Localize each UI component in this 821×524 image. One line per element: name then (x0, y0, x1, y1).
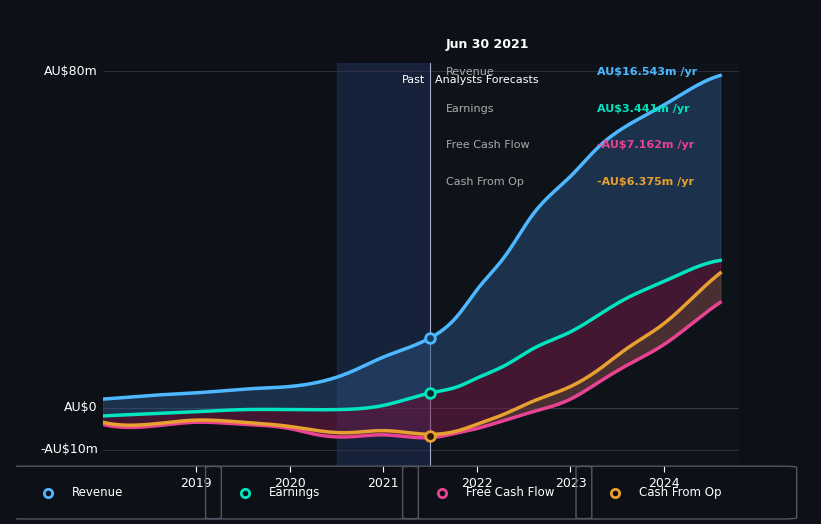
Text: AU$0: AU$0 (64, 401, 98, 414)
Text: Revenue: Revenue (71, 486, 123, 499)
Text: Cash From Op: Cash From Op (639, 486, 722, 499)
Text: AU$3.441m /yr: AU$3.441m /yr (597, 104, 690, 114)
Bar (430, 63, 739, 466)
Bar (337, 63, 430, 466)
Text: Free Cash Flow: Free Cash Flow (446, 140, 530, 150)
Text: AU$80m: AU$80m (44, 65, 98, 78)
Text: Cash From Op: Cash From Op (446, 177, 524, 187)
Text: -AU$6.375m /yr: -AU$6.375m /yr (597, 177, 694, 187)
Text: -AU$10m: -AU$10m (40, 443, 98, 456)
Text: AU$16.543m /yr: AU$16.543m /yr (597, 67, 697, 77)
Text: Revenue: Revenue (446, 67, 494, 77)
Text: Analysts Forecasts: Analysts Forecasts (435, 75, 539, 85)
Text: Free Cash Flow: Free Cash Flow (466, 486, 554, 499)
Text: Past: Past (402, 75, 425, 85)
Text: Earnings: Earnings (446, 104, 494, 114)
Text: Jun 30 2021: Jun 30 2021 (446, 38, 530, 51)
Text: -AU$7.162m /yr: -AU$7.162m /yr (597, 140, 694, 150)
Text: Earnings: Earnings (268, 486, 320, 499)
